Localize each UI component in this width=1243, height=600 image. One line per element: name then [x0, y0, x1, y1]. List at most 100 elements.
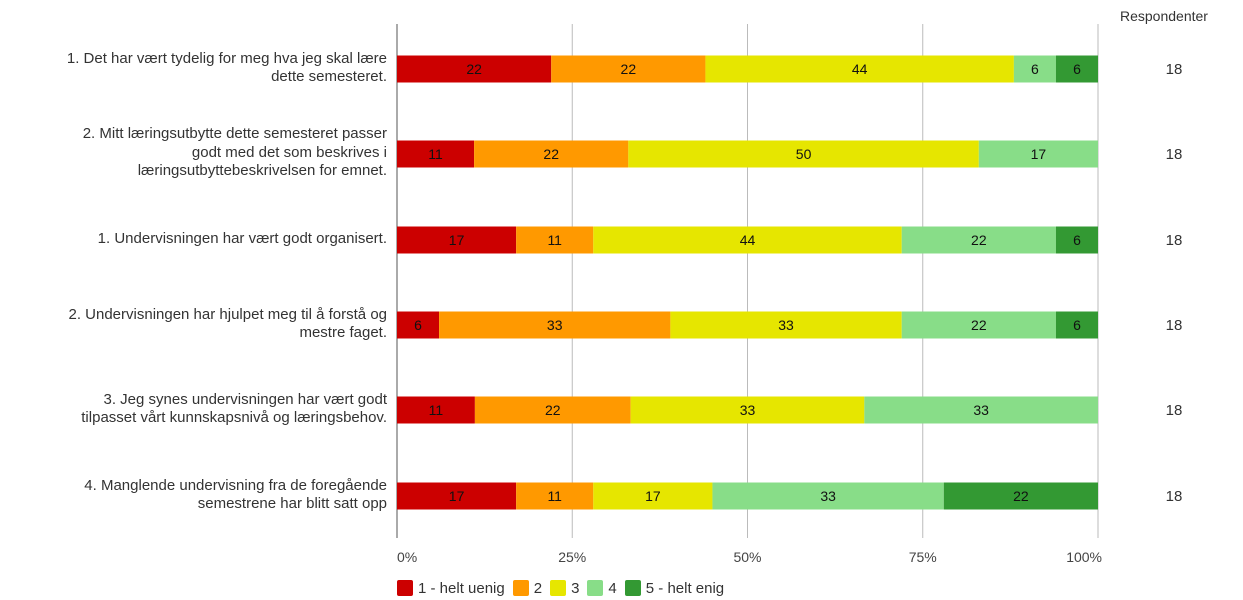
data-label: 11 [547, 488, 562, 504]
data-label: 11 [547, 232, 562, 248]
respondents-value: 18 [1166, 488, 1183, 505]
data-label: 33 [973, 402, 989, 418]
data-label: 33 [547, 317, 563, 333]
legend-label: 3 [571, 579, 580, 597]
legend-swatch [587, 580, 604, 596]
bar-segment [551, 55, 706, 83]
category-label-line: læringsutbyttebeskrivelsen for emnet. [137, 162, 387, 180]
data-label: 33 [778, 317, 794, 333]
data-label: 6 [1073, 61, 1081, 77]
data-label: 22 [971, 232, 987, 248]
bar-segment [901, 311, 1056, 339]
data-label: 50 [796, 146, 812, 162]
category-label: 3. Jeg synes undervisningen har vært god… [0, 391, 387, 428]
category-label: 2. Undervisningen har hjulpet meg til å … [0, 306, 387, 343]
bar-segment [439, 311, 671, 339]
data-label: 33 [820, 488, 836, 504]
legend-item: 1 - helt uenig [397, 580, 505, 597]
bar-segment [978, 140, 1098, 168]
legend-item: 4 [587, 579, 617, 597]
category-label-line: godt med det som beskrives i [191, 143, 387, 161]
bar-segment [1055, 311, 1098, 339]
bar-segment [901, 226, 1056, 254]
x-tick-label: 25% [558, 549, 586, 565]
bar-segment [516, 482, 594, 510]
data-label: 22 [543, 146, 559, 162]
data-label: 11 [428, 146, 443, 162]
category-label: 4. Manglende undervisning fra de foregåe… [0, 477, 387, 514]
data-label: 44 [740, 232, 756, 248]
bar-segment [397, 396, 475, 424]
bar-segment [397, 482, 517, 510]
data-label: 22 [971, 317, 987, 333]
legend-label: 5 - helt enig [645, 579, 725, 597]
data-label: 6 [1031, 61, 1039, 77]
bar-segment [397, 140, 475, 168]
bar-segment [864, 396, 1098, 424]
data-label: 44 [852, 61, 868, 77]
category-label-line: 4. Manglende undervisning fra de foregåe… [84, 476, 387, 494]
bar-segment [474, 396, 631, 424]
data-label: 22 [545, 402, 561, 418]
legend-swatch [624, 580, 641, 596]
bar-segment [1055, 55, 1098, 83]
respondents-value: 18 [1166, 402, 1183, 419]
bar-segment [1055, 226, 1098, 254]
x-tick-label: 100% [1066, 549, 1102, 565]
data-label: 17 [645, 488, 661, 504]
bar-segment [1013, 55, 1056, 83]
data-label: 17 [449, 488, 465, 504]
legend-label: 4 [608, 579, 617, 597]
category-label: 2. Mitt læringsutbytte dette semesteret … [0, 125, 387, 181]
bar-segment [397, 55, 552, 83]
bar-segment [516, 226, 594, 254]
category-label-line: 2. Undervisningen har hjulpet meg til å … [68, 305, 387, 323]
data-label: 6 [414, 317, 422, 333]
category-label: 1. Det har vært tydelig for meg hva jeg … [0, 50, 387, 87]
bar-segment [630, 396, 865, 424]
category-label: 1. Undervisningen har vært godt organise… [0, 230, 387, 249]
respondents-value: 18 [1166, 317, 1183, 334]
legend-item: 3 [550, 580, 579, 597]
data-label: 6 [1073, 317, 1081, 333]
legend-label: 1 - helt uenig [418, 579, 505, 597]
bar-segment [593, 482, 713, 510]
data-label: 17 [449, 232, 465, 248]
category-label-line: mestre faget. [299, 324, 387, 341]
chart-legend: 1 - helt uenig 2 3 4 5 - helt enig [397, 577, 732, 599]
category-label-line: 2. Mitt læringsutbytte dette semesteret … [82, 125, 387, 143]
bar-segment [628, 140, 979, 168]
legend-swatch [550, 580, 567, 596]
data-label: 6 [1073, 232, 1081, 248]
legend-swatch [397, 580, 413, 596]
respondents-value: 18 [1166, 146, 1183, 163]
legend-item: 2 [512, 579, 543, 597]
data-label: 11 [429, 402, 444, 418]
x-tick-label: 50% [733, 549, 761, 565]
data-label: 17 [1031, 146, 1047, 162]
legend-label: 2 [533, 579, 543, 597]
respondents-value: 18 [1166, 61, 1183, 78]
bar-segment [705, 55, 1014, 83]
category-label-line: 1. Det har vært tydelig for meg hva jeg … [66, 49, 387, 67]
bar-segment [670, 311, 902, 339]
data-label: 22 [1013, 488, 1029, 504]
bar-segment [397, 311, 440, 339]
category-label-line: semestrene har blitt satt opp [197, 495, 387, 512]
x-tick-label: 75% [909, 549, 937, 565]
bar-segment [943, 482, 1098, 510]
respondents-header: Respondenter [1120, 8, 1208, 24]
category-label-line: 1. Undervisningen har vært godt organise… [97, 229, 387, 247]
legend-item: 5 - helt enig [624, 579, 725, 597]
bar-segment [397, 226, 517, 254]
data-label: 22 [621, 61, 637, 77]
bar-segment [712, 482, 944, 510]
x-tick-label: 0% [397, 549, 417, 565]
category-label-line: dette semesteret. [271, 68, 387, 85]
legend-swatch [512, 580, 529, 596]
data-label: 33 [740, 402, 756, 418]
bar-segment [474, 140, 629, 168]
respondents-value: 18 [1166, 232, 1183, 249]
